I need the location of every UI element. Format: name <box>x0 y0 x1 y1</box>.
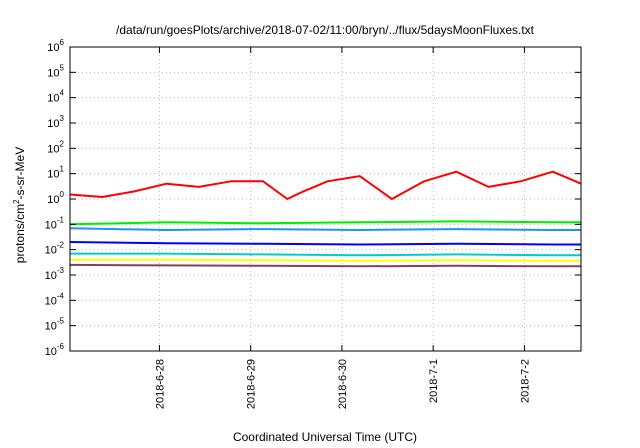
y-tick-label: 105 <box>47 63 64 79</box>
x-tick-label: 2018-6-30 <box>337 359 349 409</box>
series-layer <box>69 170 582 268</box>
y-axis-label: protons/cm2-s-sr-MeV <box>12 147 27 263</box>
series-line-2 <box>69 220 581 226</box>
x-axis-ticks: 2018-6-28 2018-6-29 2018-6-30 2018-7-1 2018-… <box>154 47 531 409</box>
x-tick-label: 2018-7-1 <box>428 359 440 403</box>
y-tick-label: 100 <box>47 190 64 206</box>
x-tick-label: 2018-6-28 <box>154 359 166 409</box>
y-tick-label: 10-1 <box>45 215 65 231</box>
y-tick-label: 10-3 <box>45 266 65 282</box>
y-tick-label: 10-2 <box>45 241 65 257</box>
y-tick-label: 10-4 <box>45 291 65 307</box>
y-tick-label: 101 <box>47 165 64 181</box>
y-axis-ticks: 10-6 10-5 10-4 10-3 10-2 10-1 100 101 102 103 104 1… <box>45 38 581 358</box>
x-axis-label: Coordinated Universal Time (UTC) <box>233 430 417 444</box>
chart-title: /data/run/goesPlots/archive/2018-07-02/1… <box>116 23 535 37</box>
series-line-3 <box>69 227 581 231</box>
series-line-4 <box>69 241 581 246</box>
series-line-7 <box>69 263 581 268</box>
grid-lines <box>70 47 581 351</box>
y-tick-label: 102 <box>47 139 64 155</box>
series-line-1 <box>69 170 582 200</box>
y-tick-label: 103 <box>47 114 64 130</box>
x-tick-label: 2018-6-29 <box>246 359 258 409</box>
y-tick-label: 10-6 <box>45 342 65 358</box>
y-tick-label: 106 <box>47 38 64 54</box>
series-line-5 <box>70 252 581 257</box>
x-tick-label: 2018-7-2 <box>519 359 531 403</box>
series-line-6 <box>70 258 581 262</box>
y-tick-label: 10-5 <box>45 317 65 333</box>
y-tick-label: 104 <box>47 89 64 105</box>
